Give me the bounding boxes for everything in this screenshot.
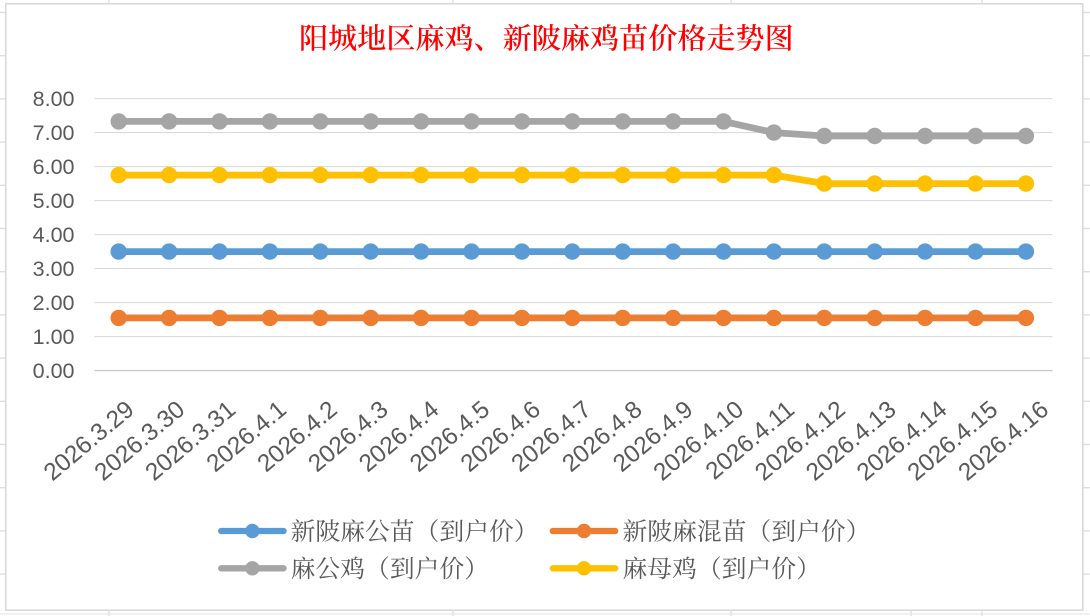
- svg-text:1.00: 1.00: [33, 325, 75, 349]
- svg-text:6.00: 6.00: [33, 155, 75, 179]
- svg-text:5.00: 5.00: [33, 189, 75, 213]
- svg-text:7.00: 7.00: [33, 121, 75, 145]
- svg-text:3.00: 3.00: [33, 257, 75, 281]
- svg-text:2.00: 2.00: [33, 291, 75, 315]
- svg-text:0.00: 0.00: [33, 359, 75, 383]
- svg-text:8.00: 8.00: [33, 87, 75, 111]
- svg-text:4.00: 4.00: [33, 223, 75, 247]
